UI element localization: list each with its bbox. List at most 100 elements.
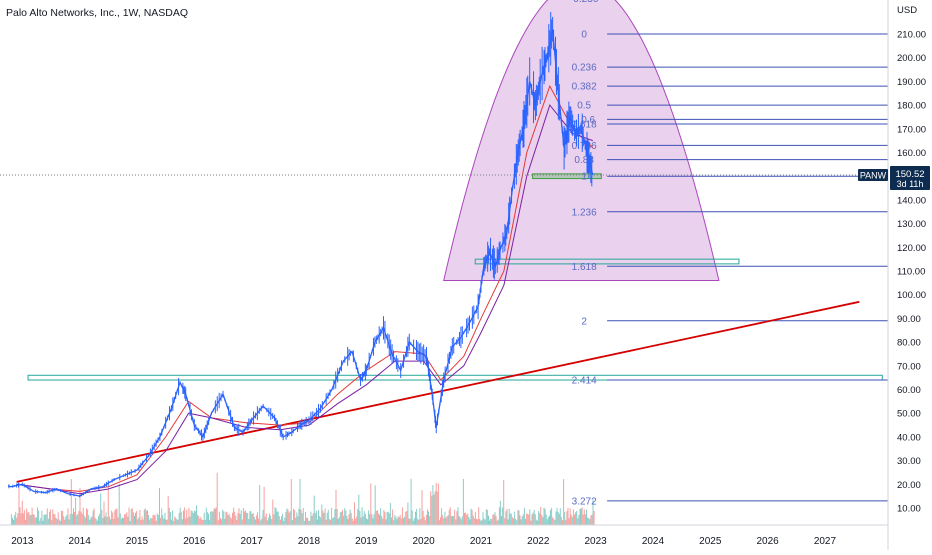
volume-bar	[301, 513, 303, 525]
volume-bar	[309, 520, 311, 525]
volume-bar	[579, 509, 581, 525]
volume-bar	[123, 518, 125, 525]
volume-bar	[179, 507, 181, 525]
volume-bar	[249, 511, 251, 525]
volume-bar	[119, 513, 121, 525]
volume-bar	[200, 517, 202, 525]
volume-bar	[42, 520, 44, 525]
volume-bar	[190, 510, 192, 525]
volume-bar	[410, 478, 412, 525]
volume-bar	[508, 508, 510, 525]
volume-bar	[183, 510, 184, 525]
volume-bar	[344, 508, 346, 525]
volume-bar	[286, 508, 288, 525]
support-zone	[474, 258, 740, 265]
volume-bar	[473, 518, 475, 525]
volume-bar	[327, 509, 329, 525]
volume-bar	[126, 512, 128, 525]
volume-bar	[32, 514, 34, 525]
volume-bar	[525, 518, 526, 525]
volume-bar	[44, 514, 46, 525]
fib-label: 0.5	[577, 101, 591, 112]
volume-bar	[237, 512, 239, 525]
volume-bar	[446, 516, 448, 525]
volume-bar	[504, 518, 506, 525]
volume-bar	[296, 512, 298, 525]
volume-bar	[430, 491, 432, 525]
volume-bar	[224, 518, 226, 525]
volume-bar	[419, 508, 421, 525]
volume-bar	[263, 486, 265, 525]
volume-bar	[376, 510, 378, 525]
volume-bar	[250, 511, 252, 525]
volume-bar	[586, 509, 587, 525]
volume-bar	[480, 520, 482, 525]
volume-bar	[491, 519, 493, 525]
volume-bar	[165, 519, 167, 525]
volume-bar	[35, 517, 37, 525]
volume-bar	[138, 517, 140, 525]
volume-bar	[254, 519, 256, 525]
fib-label: 0.88	[574, 155, 594, 166]
volume-bar	[171, 519, 172, 525]
volume-bar	[83, 515, 85, 525]
volume-bar	[223, 511, 225, 525]
volume-bar	[363, 511, 365, 525]
volume-bar	[443, 518, 445, 525]
volume-bar	[314, 512, 316, 525]
volume-bar	[225, 511, 227, 525]
volume-bar	[194, 511, 196, 525]
volume-bar	[244, 511, 245, 525]
volume-bar	[489, 520, 490, 525]
plot-area: -0.236 0 0.236 0.382 0.5 0.618 0.786 0.88 1 1.236…	[8, 0, 888, 525]
volume-bar	[431, 495, 433, 525]
volume-bar	[217, 520, 219, 525]
volume-bar	[128, 507, 130, 525]
volume-bar	[352, 520, 354, 525]
volume-bar	[445, 517, 447, 525]
volume-bar	[294, 510, 296, 525]
x-tick-label: 2021	[470, 536, 493, 547]
volume-bar	[75, 497, 77, 525]
volume-bar	[360, 517, 362, 525]
volume-bar	[465, 512, 467, 525]
volume-bar	[337, 519, 339, 525]
volume-bar	[232, 512, 233, 525]
volume-bar	[264, 516, 266, 525]
volume-bar	[47, 518, 49, 525]
volume-bar	[157, 515, 159, 525]
volume-bar	[307, 517, 309, 525]
volume-bar	[289, 511, 291, 525]
volume-bar	[510, 513, 512, 525]
volume-bar	[206, 512, 208, 525]
volume-bar	[211, 511, 213, 525]
volume-bar	[355, 518, 357, 525]
volume-bar	[102, 518, 104, 525]
volume-bar	[149, 519, 151, 525]
volume-bar	[141, 516, 143, 525]
volume-bar	[438, 520, 440, 525]
volume-bar	[523, 507, 525, 525]
volume-bar	[535, 519, 537, 525]
y-tick-label: 100.00	[897, 290, 926, 301]
y-tick-label: 210.00	[897, 30, 926, 41]
volume-bar	[108, 516, 110, 525]
volume-bar	[196, 505, 197, 525]
volume-bar	[311, 515, 313, 525]
volume-bar	[25, 519, 26, 525]
volume-bar	[413, 518, 415, 525]
volume-bar	[114, 510, 116, 525]
volume-bar	[143, 509, 145, 525]
volume-bar	[462, 478, 464, 525]
volume-bar	[73, 508, 74, 525]
volume-bar	[529, 509, 531, 525]
volume-bar	[456, 511, 458, 525]
volume-bar	[458, 515, 460, 525]
volume-bar	[558, 513, 560, 525]
volume-bar	[425, 514, 427, 525]
price-candles	[8, 12, 593, 498]
volume-bar	[490, 519, 492, 525]
x-tick-label: 2023	[584, 536, 607, 547]
volume-bar	[444, 511, 446, 525]
volume-bar	[142, 519, 144, 525]
